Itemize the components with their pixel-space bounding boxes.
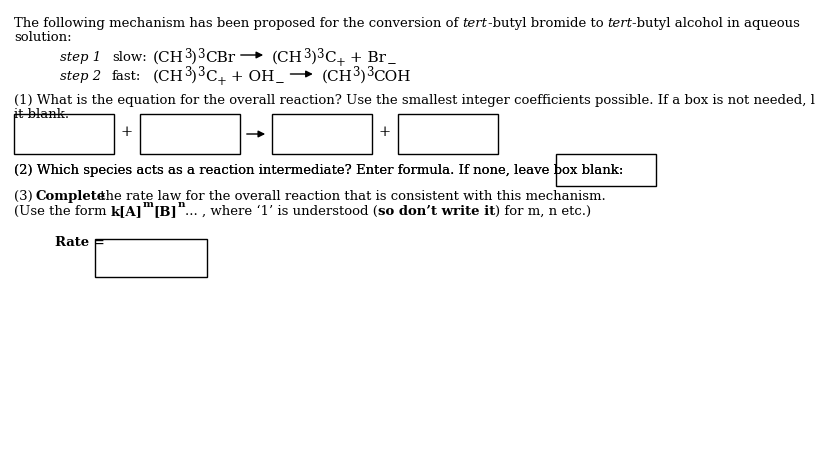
Text: 3: 3 — [366, 66, 373, 79]
Text: (Use the form: (Use the form — [14, 205, 111, 218]
Text: CBr: CBr — [205, 51, 235, 65]
Text: 3: 3 — [197, 48, 205, 61]
Text: (1) What is the equation for the overall reaction? Use the smallest integer coef: (1) What is the equation for the overall… — [14, 94, 815, 107]
Text: ): ) — [192, 51, 197, 65]
Text: (CH: (CH — [272, 51, 303, 65]
Text: step 1: step 1 — [60, 51, 101, 64]
Text: solution:: solution: — [14, 31, 72, 44]
Text: (2) Which species acts as a reaction intermediate? Enter formula. If none, leave: (2) Which species acts as a reaction int… — [14, 164, 623, 177]
Text: +: + — [120, 125, 132, 139]
Text: Rate =: Rate = — [55, 236, 105, 249]
Text: +: + — [217, 75, 227, 88]
Text: C: C — [205, 70, 217, 84]
Bar — [398, 114, 498, 154]
Text: (CH: (CH — [322, 70, 353, 84]
Bar — [272, 114, 372, 154]
Text: 3: 3 — [184, 66, 192, 79]
Text: 3: 3 — [303, 48, 311, 61]
Text: (2) Which species acts as a reaction intermediate? Enter formula. If none, leave: (2) Which species acts as a reaction int… — [14, 164, 623, 177]
Bar — [140, 114, 240, 154]
Bar — [14, 114, 114, 154]
Text: [B]: [B] — [153, 205, 177, 218]
Text: COH: COH — [373, 70, 411, 84]
Text: slow:: slow: — [112, 51, 147, 64]
Text: ) for m, n etc.): ) for m, n etc.) — [495, 205, 591, 218]
Text: 3: 3 — [353, 66, 360, 79]
Text: -butyl bromide to: -butyl bromide to — [487, 17, 607, 30]
Text: The following mechanism has been proposed for the conversion of: The following mechanism has been propose… — [14, 17, 463, 30]
Text: fast:: fast: — [112, 70, 141, 83]
Text: ): ) — [360, 70, 366, 84]
Text: ): ) — [192, 70, 197, 84]
Text: (CH: (CH — [153, 70, 184, 84]
Bar — [556, 154, 656, 186]
Text: −: − — [275, 75, 284, 88]
Text: ): ) — [311, 51, 316, 65]
Text: (CH: (CH — [153, 51, 184, 65]
Text: + Br: + Br — [346, 51, 386, 65]
Text: tert: tert — [463, 17, 487, 30]
Text: +: + — [336, 56, 346, 69]
Text: step 2: step 2 — [60, 70, 101, 83]
Text: −: − — [386, 56, 396, 69]
Text: (3): (3) — [14, 190, 37, 203]
Text: 3: 3 — [184, 48, 192, 61]
Text: C: C — [324, 51, 336, 65]
Text: tert: tert — [607, 17, 632, 30]
Text: it blank.: it blank. — [14, 108, 69, 121]
Bar — [95, 239, 207, 277]
Text: so don’t write it: so don’t write it — [377, 205, 495, 218]
Text: the rate law for the overall reaction that is consistent with this mechanism.: the rate law for the overall reaction th… — [96, 190, 606, 203]
Text: m: m — [143, 200, 153, 209]
Text: + OH: + OH — [227, 70, 275, 84]
Text: 3: 3 — [316, 48, 324, 61]
Text: k[A]: k[A] — [111, 205, 143, 218]
Text: Complete: Complete — [36, 190, 106, 203]
Text: +: + — [378, 125, 390, 139]
Text: n: n — [177, 200, 185, 209]
Text: -butyl alcohol in aqueous: -butyl alcohol in aqueous — [632, 17, 800, 30]
Text: ... , where ‘1’ is understood (: ... , where ‘1’ is understood ( — [185, 205, 377, 218]
Text: 3: 3 — [197, 66, 205, 79]
